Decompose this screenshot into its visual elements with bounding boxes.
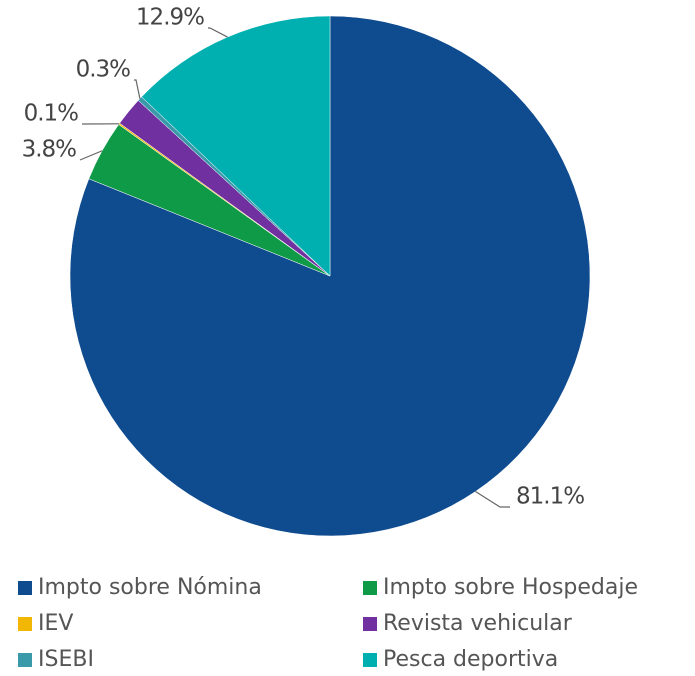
legend-swatch [363, 617, 377, 631]
leader-line [208, 27, 228, 38]
legend-label: Impto sobre Nómina [38, 575, 262, 600]
leader-line [475, 490, 510, 508]
legend-swatch [18, 581, 32, 595]
leader-line [79, 150, 103, 161]
legend-label: ISEBI [38, 647, 94, 672]
data-label: 81.1% [516, 484, 584, 510]
legend-label: Impto sobre Hospedaje [383, 575, 638, 600]
legend-label: Pesca deportiva [383, 647, 558, 672]
legend-swatch [363, 653, 377, 667]
legend-label: Revista vehicular [383, 611, 573, 636]
data-label: 0.1% [24, 101, 79, 127]
data-label: 0.3% [76, 57, 131, 83]
data-label: 12.9% [136, 5, 204, 31]
data-label: 3.8% [22, 137, 77, 163]
legend-label: IEV [38, 611, 73, 636]
leader-line [134, 79, 141, 99]
legend-swatch [18, 617, 32, 631]
legend-swatch [18, 653, 32, 667]
legend-swatch [363, 581, 377, 595]
